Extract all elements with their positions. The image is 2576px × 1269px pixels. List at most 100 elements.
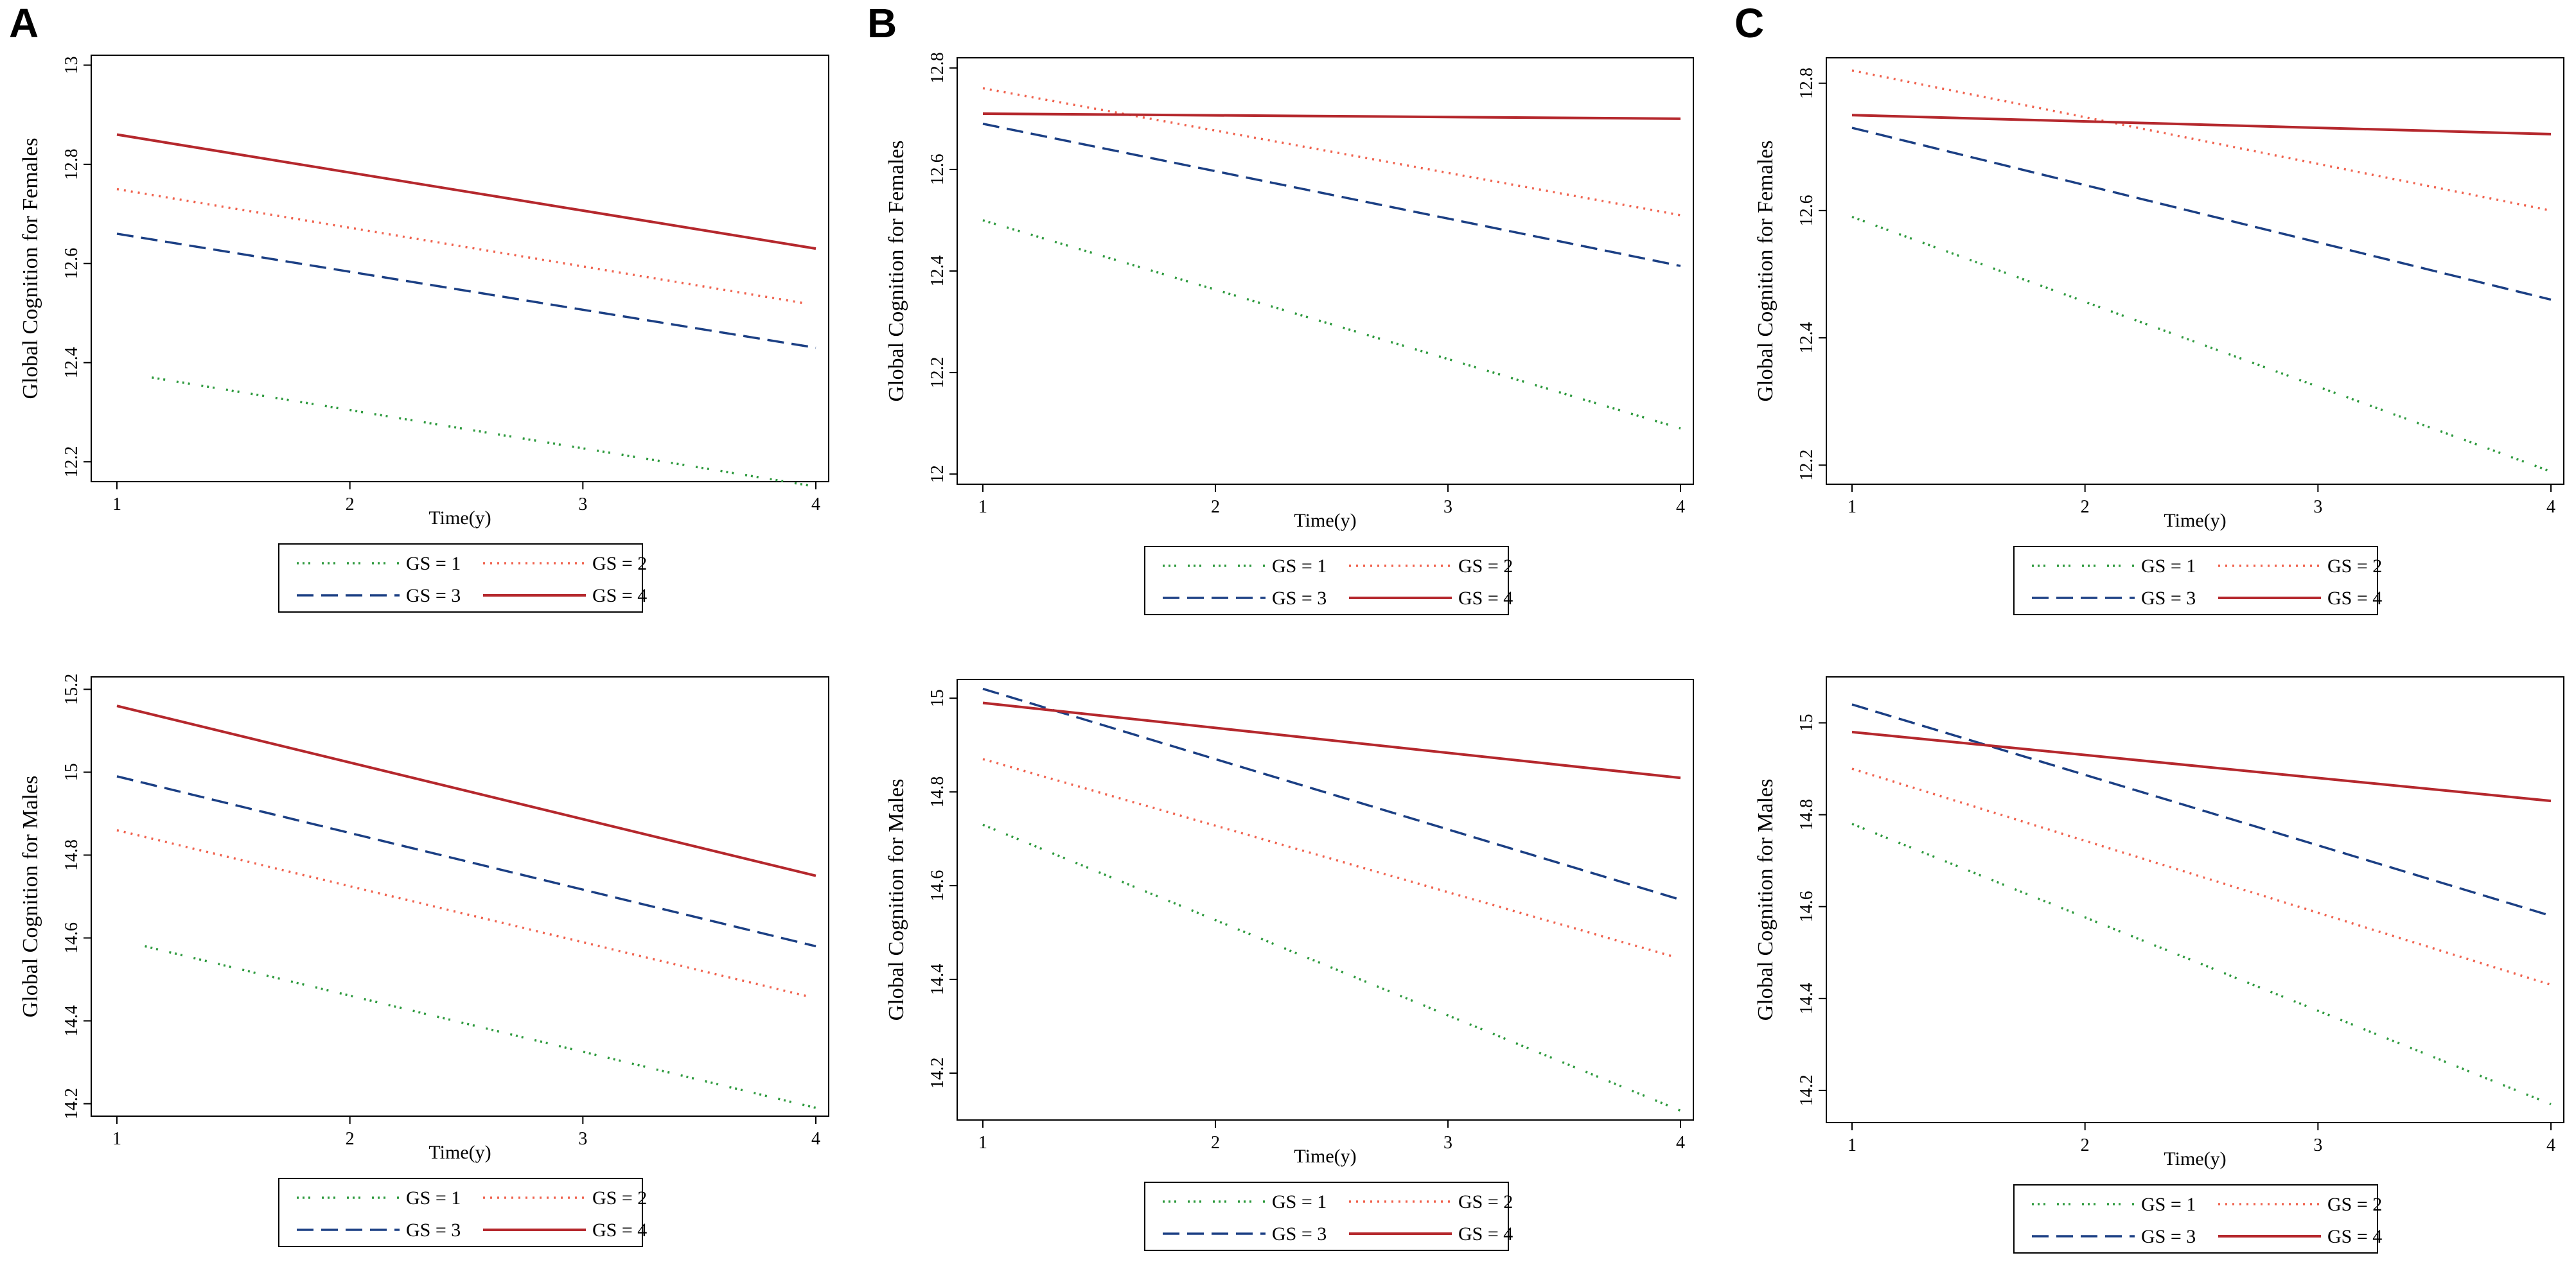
y-tick-label: 13 — [62, 56, 82, 74]
series-line-gs-4 — [1851, 730, 2552, 803]
legend-label-gs-2: GS = 2 — [2327, 1194, 2382, 1215]
x-tick-label: 3 — [1443, 1133, 1452, 1153]
series-line-gs-2 — [116, 829, 807, 997]
y-tick-label: 12.6 — [928, 153, 948, 185]
x-tick-label: 1 — [1848, 497, 1857, 517]
legend-label-gs-2: GS = 2 — [1458, 1191, 1513, 1212]
legend-label-gs-3: GS = 3 — [406, 1220, 461, 1241]
series-line-gs-1 — [982, 823, 1681, 1112]
legend-label-gs-3: GS = 3 — [2141, 1226, 2196, 1247]
legend-label-gs-2: GS = 2 — [2327, 556, 2382, 577]
y-axis-title: Global Cognition for Males — [1754, 779, 1778, 1021]
chart-A-females: 12.2 12.4 12.6 12.8 13 1 2 3 4 Time(y) Global Cogn… — [19, 55, 829, 613]
series-line-gs-4 — [116, 705, 816, 877]
y-tick-label: 15 — [1797, 714, 1817, 732]
legend-label-gs-2: GS = 2 — [592, 553, 647, 574]
legend-label-gs-4: GS = 4 — [1458, 588, 1513, 609]
legend-label-gs-1: GS = 1 — [1272, 556, 1327, 577]
y-axis-title: Global Cognition for Males — [885, 779, 908, 1021]
legend-box — [1144, 1182, 1509, 1251]
x-tick-label: 3 — [578, 1129, 587, 1149]
x-tick-label: 4 — [2546, 1135, 2555, 1155]
legend-label-gs-2: GS = 2 — [1458, 556, 1513, 577]
y-axis-title: Global Cognition for Males — [19, 776, 42, 1018]
legend-box — [278, 1178, 643, 1247]
x-tick-label: 3 — [1443, 497, 1452, 517]
panel-label-b: B — [867, 0, 897, 46]
series-line-gs-3 — [116, 775, 816, 948]
plot-frame — [91, 55, 829, 482]
series-line-gs-3 — [1851, 127, 2552, 301]
legend-label-gs-1: GS = 1 — [2141, 1194, 2196, 1215]
series-line-gs-2 — [116, 188, 805, 304]
series-line-gs-3 — [116, 232, 816, 349]
chart-C-females: 12.2 12.4 12.6 12.8 1 2 3 4 Time(y) Global Cognit… — [1754, 57, 2564, 615]
y-tick-label: 14.6 — [928, 870, 948, 902]
x-tick-label: 4 — [811, 494, 820, 514]
y-tick-label: 12.2 — [62, 446, 82, 478]
legend-label-gs-4: GS = 4 — [2327, 1226, 2382, 1247]
series-line-gs-2 — [1851, 767, 2552, 986]
y-tick-label: 14.4 — [928, 964, 948, 995]
y-axis-title: Global Cognition for Females — [1754, 140, 1778, 401]
series-line-gs-2 — [982, 87, 1681, 216]
legend-label-gs-2: GS = 2 — [592, 1187, 647, 1209]
legend-box — [278, 543, 643, 613]
x-tick-label: 2 — [1211, 1133, 1220, 1153]
y-tick-label: 14.6 — [1797, 891, 1817, 922]
x-tick-label: 1 — [112, 1129, 121, 1149]
series-line-gs-1 — [152, 376, 816, 488]
x-axis-title: Time(y) — [2164, 1148, 2226, 1169]
x-tick-label: 3 — [2313, 497, 2322, 517]
y-tick-label: 14.2 — [1797, 1074, 1817, 1106]
series-line-gs-4 — [1851, 114, 2552, 136]
legend-label-gs-3: GS = 3 — [406, 585, 461, 606]
chart-A-males: 14.2 14.4 14.6 14.8 15 15.2 1 2 3 4 Time(y) Global … — [19, 674, 829, 1247]
y-tick-label: 12.8 — [1797, 67, 1817, 99]
x-tick-label: 2 — [1211, 497, 1220, 517]
x-tick-label: 1 — [978, 497, 987, 517]
y-tick-label: 12.4 — [1797, 322, 1817, 354]
x-axis-title: Time(y) — [1294, 1146, 1356, 1167]
series-line-gs-4 — [982, 112, 1681, 120]
legend-label-gs-4: GS = 4 — [592, 1220, 647, 1241]
y-tick-label: 12 — [928, 465, 948, 483]
x-tick-label: 4 — [811, 1129, 820, 1149]
x-tick-label: 4 — [2546, 497, 2555, 517]
x-tick-label: 4 — [1676, 497, 1685, 517]
plot-frame — [1826, 676, 2564, 1123]
legend-label-gs-3: GS = 3 — [2141, 588, 2196, 609]
panel-label-a: A — [9, 0, 39, 46]
x-tick-label: 2 — [2081, 1135, 2090, 1155]
plot-frame — [1826, 57, 2564, 485]
x-tick-label: 1 — [112, 494, 121, 514]
y-tick-label: 12.6 — [1797, 195, 1817, 226]
x-tick-label: 3 — [2313, 1135, 2322, 1155]
legend-label-gs-1: GS = 1 — [406, 1187, 461, 1209]
plot-frame — [957, 679, 1694, 1121]
series-line-gs-1 — [1851, 823, 2552, 1106]
y-tick-label: 14.4 — [62, 1005, 82, 1037]
y-tick-label: 14.2 — [928, 1058, 948, 1089]
x-axis-title: Time(y) — [428, 1142, 491, 1163]
legend-box — [2013, 1184, 2378, 1254]
y-tick-label: 14.8 — [928, 776, 948, 808]
y-tick-label: 12.8 — [62, 148, 82, 180]
legend-box — [2013, 546, 2378, 615]
x-tick-label: 1 — [978, 1133, 987, 1153]
y-tick-label: 15 — [928, 689, 948, 707]
x-tick-label: 2 — [2081, 497, 2090, 517]
series-line-gs-1 — [982, 219, 1681, 430]
legend-label-gs-4: GS = 4 — [592, 585, 647, 606]
y-tick-label: 15 — [62, 763, 82, 781]
legend-label-gs-3: GS = 3 — [1272, 588, 1327, 609]
y-tick-label: 12.4 — [928, 256, 948, 287]
x-axis-title: Time(y) — [428, 507, 491, 529]
y-tick-label: 14.8 — [62, 839, 82, 871]
chart-C-males: 14.2 14.4 14.6 14.8 15 1 2 3 4 Time(y) Global Cogn… — [1754, 676, 2564, 1254]
panel-label-c: C — [1734, 0, 1764, 46]
series-line-gs-4 — [982, 701, 1681, 780]
x-tick-label: 3 — [578, 494, 587, 514]
y-tick-label: 15.2 — [62, 674, 82, 705]
